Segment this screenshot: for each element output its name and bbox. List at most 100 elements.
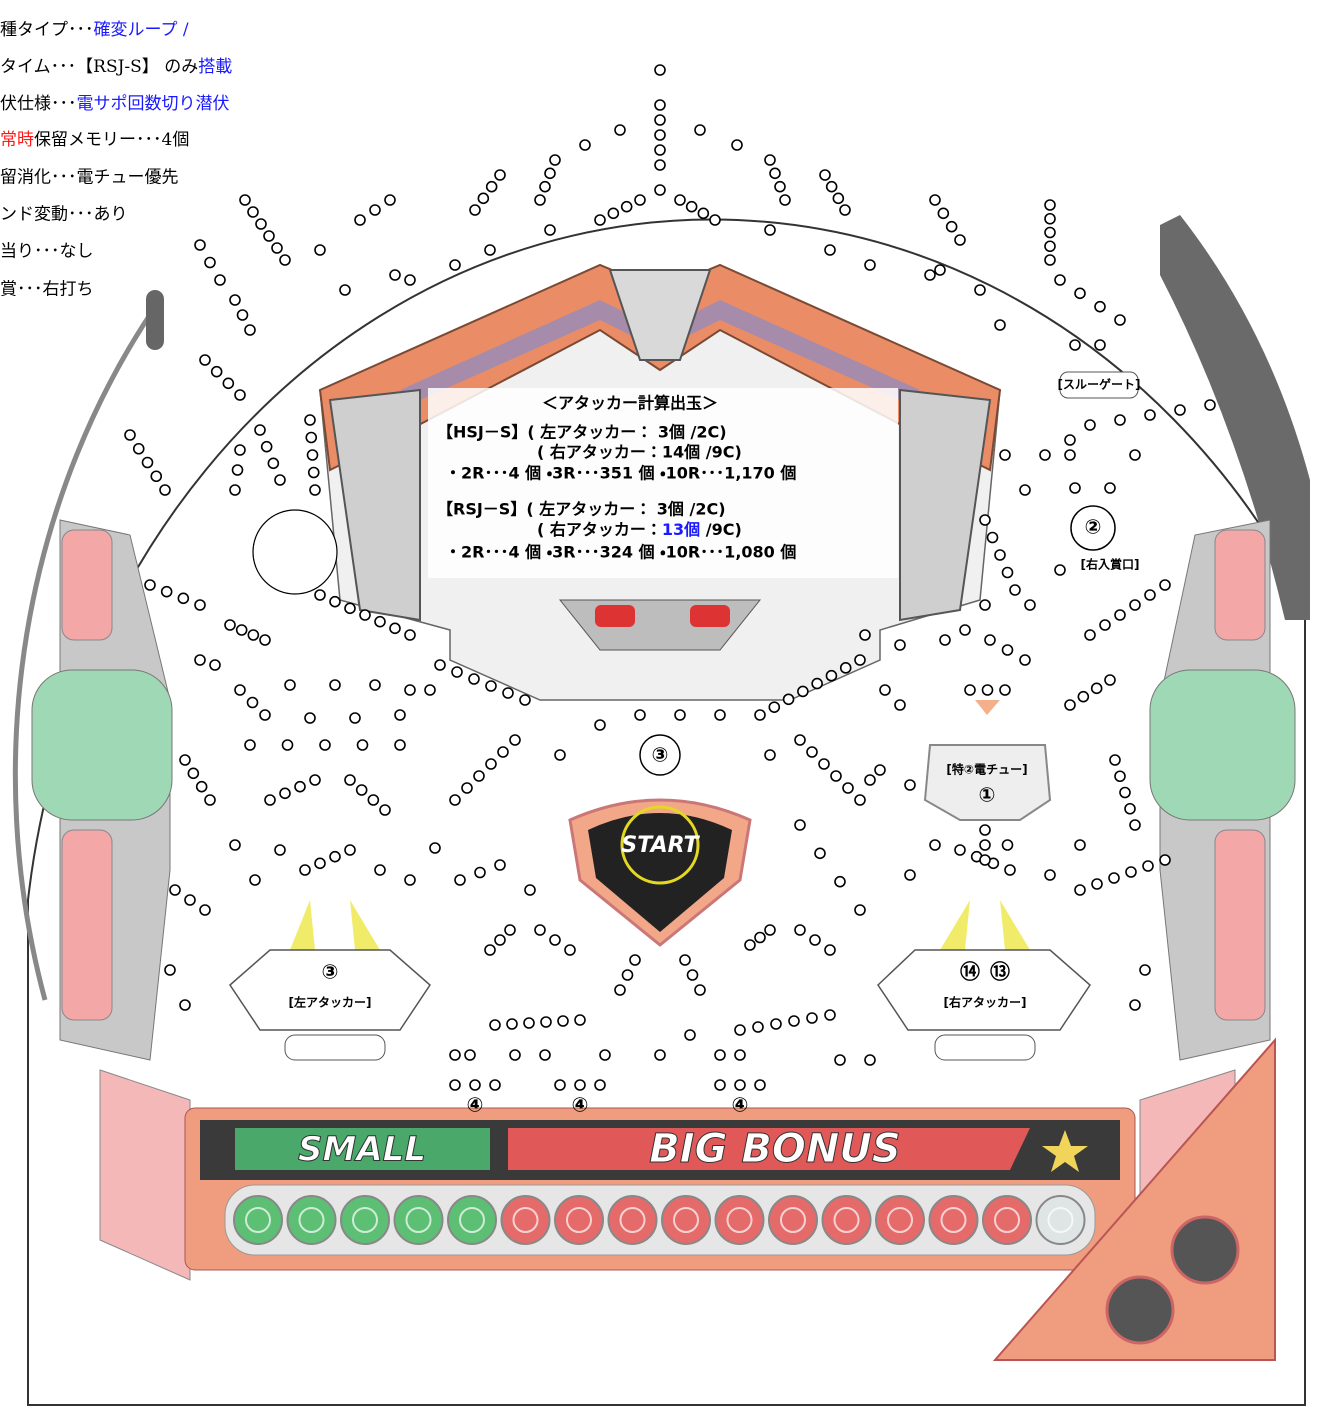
pin: [795, 735, 805, 745]
pin: [188, 768, 198, 778]
pin: [1055, 565, 1065, 575]
pin: [268, 458, 278, 468]
pin: [1003, 645, 1013, 655]
spec-line: 当り･･･なし: [0, 242, 94, 262]
pin: [595, 720, 605, 730]
pin: [405, 875, 415, 885]
pin: [1160, 580, 1170, 590]
pin: [615, 985, 625, 995]
pin: [1040, 450, 1050, 460]
pin: [935, 265, 945, 275]
pin: [880, 685, 890, 695]
big-bonus-label: BIG BONUS: [649, 1126, 900, 1172]
pin: [635, 710, 645, 720]
pin: [1095, 302, 1105, 312]
pin: [1055, 275, 1065, 285]
pin: [985, 635, 995, 645]
pin: [753, 1022, 763, 1032]
pin: [930, 195, 940, 205]
pin: [283, 740, 293, 750]
pin: [1126, 867, 1136, 877]
lamp: [395, 1196, 443, 1244]
pin: [370, 205, 380, 215]
pin: [305, 415, 315, 425]
lamp: [983, 1196, 1031, 1244]
pin: [495, 935, 505, 945]
pin: [197, 782, 207, 792]
pin: [1020, 485, 1030, 495]
pin: [810, 935, 820, 945]
pin: [485, 245, 495, 255]
pin: [715, 710, 725, 720]
pin: [306, 433, 316, 443]
pin: [469, 674, 479, 684]
pin: [675, 710, 685, 720]
pin: [375, 617, 385, 627]
pin: [1005, 865, 1015, 875]
pin: [262, 442, 272, 452]
calc-line: ・2R･･･4 個 ・3R･･･324 個 ・10R･･･1,080 個: [445, 543, 796, 562]
pin: [855, 905, 865, 915]
lamp: [930, 1196, 978, 1244]
lamp: [1037, 1196, 1085, 1244]
pin: [240, 195, 250, 205]
pin: [630, 955, 640, 965]
lamp: [609, 1196, 657, 1244]
pin: [980, 825, 990, 835]
big-entry-number: ④: [732, 1093, 749, 1117]
right-entry-label: [右入賞口]: [1081, 557, 1140, 572]
pin: [1115, 610, 1125, 620]
pin: [715, 1050, 725, 1060]
pin: [195, 240, 205, 250]
pin: [495, 170, 505, 180]
pin: [698, 208, 708, 218]
pin: [655, 1050, 665, 1060]
pin: [1115, 415, 1125, 425]
pin: [200, 905, 210, 915]
pin: [1000, 450, 1010, 460]
pin: [622, 202, 632, 212]
pin: [237, 625, 247, 635]
pin: [825, 245, 835, 255]
pin: [505, 925, 515, 935]
pin: [250, 875, 260, 885]
pin: [1125, 804, 1135, 814]
pin: [510, 1050, 520, 1060]
pin: [775, 182, 785, 192]
pin: [345, 775, 355, 785]
pin: [575, 1080, 585, 1090]
spec-line: タイム･･･【RSJ-S】 のみ搭載: [0, 57, 232, 77]
pin: [815, 848, 825, 858]
pin: [1065, 450, 1075, 460]
pin: [490, 1020, 500, 1030]
pin: [462, 783, 472, 793]
pin: [1045, 241, 1055, 251]
pin: [275, 475, 285, 485]
pin: [875, 765, 885, 775]
spec-text: 種タイプ･･･: [0, 20, 94, 40]
pin: [819, 759, 829, 769]
pin: [305, 713, 315, 723]
pin: [205, 258, 215, 268]
pin: [635, 195, 645, 205]
pin: [1130, 1000, 1140, 1010]
pin: [355, 215, 365, 225]
pin: [1075, 885, 1085, 895]
pin: [695, 985, 705, 995]
pin: [545, 225, 555, 235]
pin: [831, 771, 841, 781]
pin: [452, 667, 462, 677]
pin: [503, 688, 513, 698]
calc-line: ( 右アタッカー：14個 /9C): [537, 443, 742, 462]
pin: [507, 1019, 517, 1029]
pin: [580, 140, 590, 150]
pin: [125, 430, 135, 440]
pin: [655, 115, 665, 125]
pin: [225, 620, 235, 630]
pin: [975, 285, 985, 295]
pin: [1085, 630, 1095, 640]
lamp: [662, 1196, 710, 1244]
pin: [450, 795, 460, 805]
spec-line: 賞･･･右打ち: [0, 280, 94, 300]
left-attacker-number: ③: [322, 960, 339, 984]
